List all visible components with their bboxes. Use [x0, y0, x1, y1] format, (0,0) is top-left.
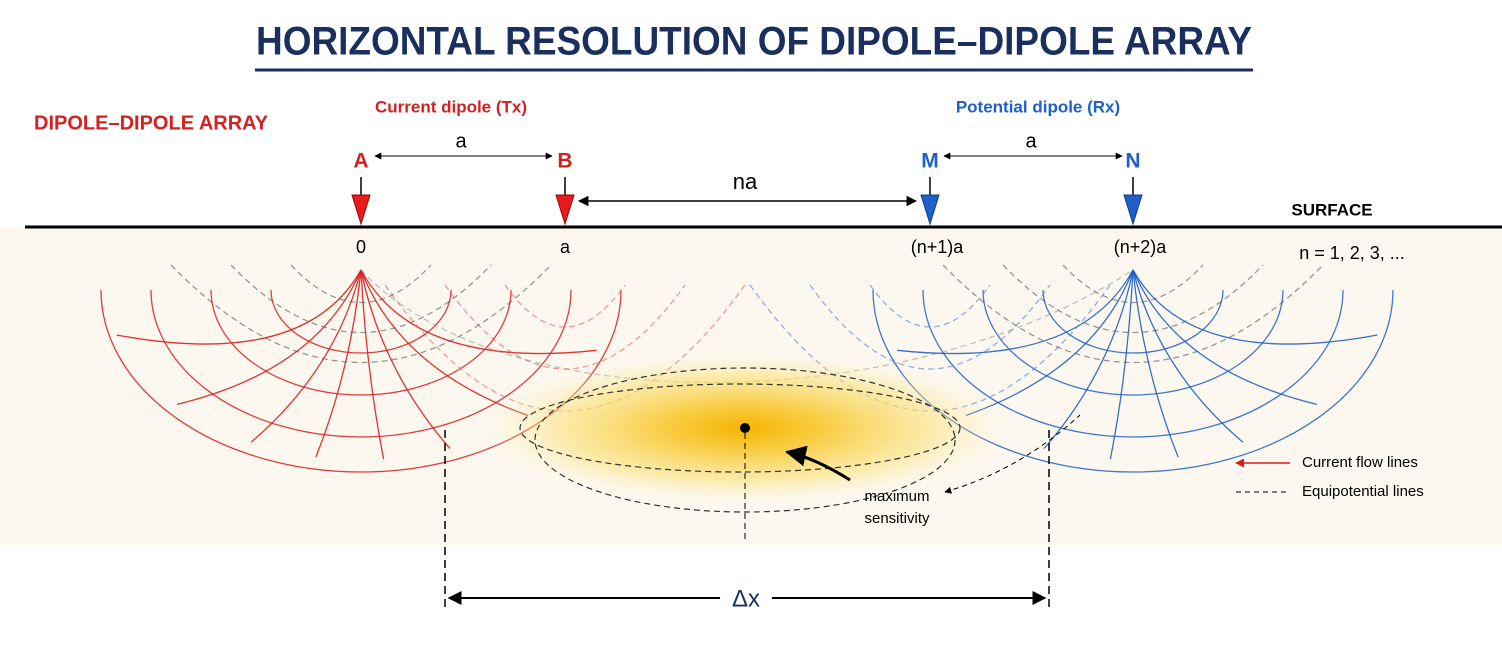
electrode-label: B [557, 150, 572, 173]
current-line [360, 269, 385, 460]
electrodes: A B M N [351, 150, 1143, 226]
equipotential-line [230, 264, 492, 333]
annotation: sensitivity [864, 510, 930, 527]
electrode-label: M [921, 150, 939, 173]
current-line [1043, 269, 1134, 449]
equipotential-line [290, 264, 432, 304]
electrode-marker [920, 194, 1143, 226]
position-label: (n+1)a [911, 237, 965, 257]
position-label: 0 [356, 237, 366, 257]
equipotential-line [1002, 264, 1264, 333]
current-line [1132, 269, 1318, 405]
position-label: (n+2)a [1114, 237, 1168, 257]
current-line [922, 289, 1344, 438]
current-line [360, 269, 451, 449]
n-note: n = 1, 2, 3, ... [1299, 243, 1405, 263]
electrode-marker [351, 194, 575, 226]
equipotential-line [869, 284, 991, 328]
contour [519, 383, 961, 473]
max-point [740, 423, 750, 433]
current-line [176, 269, 362, 405]
array-label: DIPOLE–DIPOLE ARRAY [34, 112, 269, 134]
resolution-label: Δx [732, 585, 760, 612]
current-line [1109, 269, 1134, 460]
current-line [1132, 269, 1179, 458]
equipotential-line [809, 284, 1051, 370]
current-line [250, 269, 362, 443]
title: HORIZONTAL RESOLUTION OF DIPOLE–DIPOLE A… [256, 20, 1252, 64]
field-lines [100, 264, 1394, 473]
current-line [210, 289, 512, 396]
annotation: maximum [864, 488, 929, 505]
current-line [360, 269, 597, 355]
electrode-label: A [353, 150, 368, 173]
electrode-stem [360, 177, 1134, 195]
current-line [150, 289, 572, 438]
current-line [270, 289, 452, 354]
current-line [897, 269, 1134, 355]
legend-label: Current flow lines [1302, 454, 1418, 471]
current-line [982, 289, 1284, 396]
current-line [315, 269, 362, 458]
contour [534, 367, 956, 513]
electrode-label: N [1125, 150, 1140, 173]
legend-label: Equipotential lines [1302, 483, 1424, 500]
rx-label: Potential dipole (Rx) [956, 97, 1120, 116]
equipotential-line [504, 284, 626, 328]
equipotential-line [1062, 264, 1204, 304]
current-line [965, 269, 1134, 417]
current-line [1132, 269, 1244, 443]
surface-label: SURFACE [1291, 200, 1372, 219]
tx-label: Current dipole (Tx) [375, 97, 527, 116]
current-line [116, 269, 362, 345]
spacing-label: a [455, 130, 467, 152]
annotation-arrow [944, 414, 1081, 494]
annotation-arrow [784, 445, 851, 482]
current-line [1132, 269, 1378, 345]
position-label: a [560, 237, 571, 257]
equipotential-line [360, 269, 1134, 384]
spacing-label: na [733, 169, 758, 194]
spacing-label: a [1025, 130, 1037, 152]
current-line [1042, 289, 1224, 354]
